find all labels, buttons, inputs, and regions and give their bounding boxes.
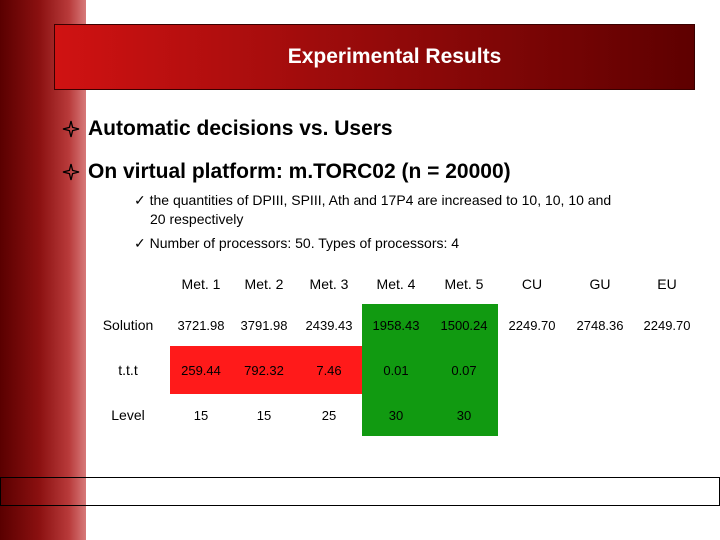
table-cell-highlighted: 259.44 [170,346,232,394]
checkmark-icon: ✓ [134,235,146,251]
column-header: Met. 3 [309,276,349,292]
table-cell: 2439.43 [305,317,353,333]
table-cell-highlighted: 7.46 [296,346,362,394]
table-header-row: Met. 1 Met. 2 Met. 3 Met. 4 Met. 5 CU GU… [86,264,700,304]
row-label: Solution [102,317,154,333]
footer-text: Processes Distribution of Homogeneous Pa… [96,480,624,495]
title-bar [54,24,695,90]
table-cell [634,346,700,394]
column-header: CU [521,276,543,292]
table-cell-highlighted: 0.07 [430,346,498,394]
bullet-text: Automatic decisions vs. Users [88,117,393,140]
column-header: Met. 4 [376,276,416,292]
row-label: Level [111,407,145,423]
table-cell [498,394,566,436]
table-row: Level 15 15 25 30 30 [86,394,700,436]
table-cell: 2249.70 [508,317,556,333]
bullet-automatic-decisions: Automatic decisions vs. Users [62,117,393,141]
column-header: Met. 1 [181,276,221,292]
hollow-star-bullet-icon [62,120,80,138]
sub-item-quantities: ✓ the quantities of DPIII, SPIII, Ath an… [134,191,611,210]
table-cell [566,394,634,436]
table-cell-highlighted: 1500.24 [430,304,498,346]
table-cell-highlighted: 792.32 [232,346,296,394]
column-header: Met. 5 [444,276,484,292]
table-row: Solution 3721.98 3791.98 2439.43 1958.43… [86,304,700,346]
column-header: GU [589,276,611,292]
table-cell: 3721.98 [177,317,225,333]
table-cell: 3791.98 [240,317,288,333]
bullet-text: On virtual platform: m.TORC02 (n = 20000… [88,160,511,183]
table-cell-highlighted: 1958.43 [362,304,430,346]
column-header: Met. 2 [244,276,284,292]
row-label: t.t.t [118,362,138,378]
slide-title: Experimental Results [287,45,502,68]
table-cell: 15 [193,407,209,423]
left-decorative-bar [0,0,86,540]
results-table: Met. 1 Met. 2 Met. 3 Met. 4 Met. 5 CU GU… [86,264,700,436]
table-cell: 2249.70 [643,317,691,333]
table-corner-cell [86,264,170,304]
sub-item-processors: ✓ Number of processors: 50. Types of pro… [134,234,459,253]
table-cell-highlighted: 30 [430,394,498,436]
table-cell-highlighted: 30 [362,394,430,436]
checkmark-icon: ✓ [134,192,146,208]
column-header: EU [657,276,677,292]
table-cell: 15 [256,407,272,423]
table-cell [634,394,700,436]
hollow-star-bullet-icon [62,163,80,181]
table-row: t.t.t 259.44 792.32 7.46 0.01 0.07 [86,346,700,394]
table-cell: 2748.36 [576,317,624,333]
table-cell [498,346,566,394]
table-cell [566,346,634,394]
table-cell: 25 [321,407,337,423]
sub-item-text: the quantities of DPIII, SPIII, Ath and … [149,192,612,208]
table-cell-highlighted: 0.01 [362,346,430,394]
sub-item-quantities-continued: 20 respectively [150,211,244,227]
sub-item-text: Number of processors: 50. Types of proce… [149,235,460,251]
page-number: 26 [691,483,706,499]
bullet-virtual-platform: On virtual platform: m.TORC02 (n = 20000… [62,160,511,184]
